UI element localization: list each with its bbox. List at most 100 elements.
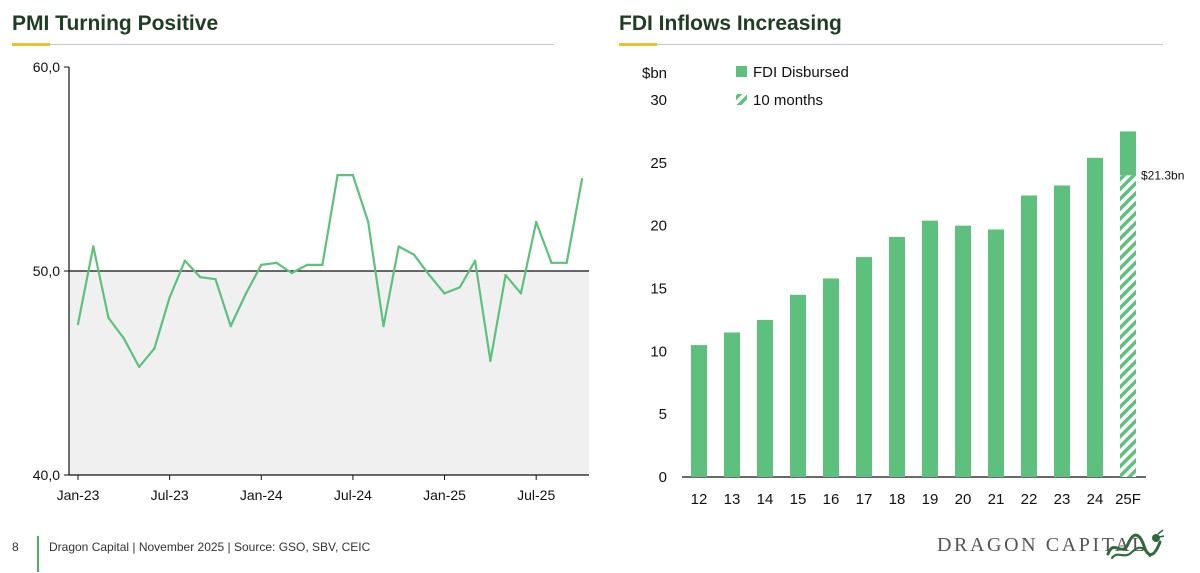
bar-fdi-disbursed (856, 257, 872, 477)
pmi-series-line (76, 174, 584, 368)
pmi-data-point (229, 324, 232, 328)
pmi-data-point (137, 365, 141, 369)
below-50-shading (69, 271, 589, 475)
x-tick-label: Jul-24 (334, 487, 372, 503)
pmi-data-point (351, 173, 355, 177)
fdi-title-rule (619, 44, 1163, 45)
y-axis-unit-label: $bn (642, 65, 667, 82)
bar-fdi-disbursed (1021, 195, 1037, 478)
bar-fdi-disbursed (988, 229, 1004, 477)
footer-source-text: Dragon Capital | November 2025 | Source:… (49, 540, 371, 554)
x-tick-label: 13 (724, 491, 741, 508)
x-tick-label: 16 (823, 491, 840, 508)
pmi-line-chart: 40,0 50,0 60,0 Jan-23 Jul-23 Jan-24 Jul-24 Jan-… (33, 59, 589, 503)
x-tick-label: 23 (1054, 491, 1071, 508)
pmi-data-point (397, 245, 400, 248)
pmi-data-point (473, 259, 477, 262)
pmi-data-point (428, 273, 431, 277)
x-tick-label: 20 (955, 491, 972, 508)
x-tick-label: 14 (757, 491, 774, 508)
pmi-title-rule (12, 44, 554, 45)
y-tick-label: 20 (650, 218, 667, 235)
pmi-data-point (321, 263, 324, 267)
x-tick-label: 19 (922, 491, 939, 508)
pmi-data-point (168, 296, 171, 299)
x-tick-label: 15 (790, 491, 807, 508)
pmi-data-point (290, 271, 294, 275)
x-tick-label: Jan-24 (240, 487, 283, 503)
pmi-data-point (580, 178, 584, 181)
x-tick-label: Jan-23 (57, 487, 100, 503)
bar-fdi-disbursed (1087, 157, 1103, 477)
x-tick-label: 18 (889, 491, 906, 508)
bar-fdi-disbursed (790, 294, 806, 477)
y-tick-label: 30 (650, 92, 667, 109)
y-tick-label: 10 (650, 343, 667, 360)
bar-fdi-disbursed (1054, 185, 1070, 477)
bar-fdi-disbursed (955, 225, 971, 477)
bar-fdi-disbursed (757, 319, 773, 477)
pmi-data-point (565, 261, 568, 265)
x-tick-label: 17 (856, 491, 873, 508)
page-number: 8 (12, 540, 19, 554)
y-tick-label: 0 (659, 469, 667, 486)
x-tick-label: 24 (1087, 491, 1104, 508)
pmi-data-point (336, 173, 339, 177)
legend-label-fdi-disbursed: FDI Disbursed (753, 64, 849, 81)
pmi-data-point (489, 359, 492, 362)
x-tick-label: 25F (1115, 491, 1141, 508)
pmi-chart-title: PMI Turning Positive (12, 12, 219, 35)
pmi-data-point (76, 322, 80, 326)
x-tick-label: 22 (1021, 491, 1038, 508)
y-tick-label: 5 (659, 406, 667, 423)
pmi-data-point (198, 275, 202, 279)
legend-label-10-months: 10 months (753, 92, 823, 109)
pmi-data-point (534, 220, 538, 224)
bar-fdi-disbursed (724, 332, 740, 477)
pmi-data-point (107, 316, 110, 320)
brand-wordmark: DRAGON CAPITAL (937, 534, 1147, 556)
pmi-data-point (550, 261, 553, 265)
legend-swatch-10-months (736, 94, 747, 105)
bar-fdi-disbursed (1120, 131, 1136, 176)
pmi-title-accent (12, 43, 50, 46)
pmi-data-point (183, 259, 187, 262)
pmi-data-point (305, 263, 309, 267)
bar-fdi-disbursed (691, 345, 707, 477)
pmi-data-point (382, 324, 385, 328)
y-tick-label: 60,0 (33, 59, 60, 75)
footer-divider (37, 536, 39, 572)
fdi-bar-chart: $bn 0 5 10 15 20 25 30 12 13 14 15 16 17 18 19 20 21 22 23 2… (642, 64, 1184, 508)
pmi-data-point (443, 292, 446, 295)
bar-10-months (1120, 175, 1136, 477)
y-tick-label: 40,0 (33, 467, 60, 483)
pmi-data-point (366, 220, 370, 224)
legend-swatch-fdi-disbursed (736, 66, 747, 77)
pmi-data-point (244, 292, 248, 295)
fdi-chart-title: FDI Inflows Increasing (619, 12, 842, 35)
pmi-data-point (519, 292, 523, 295)
pmi-data-point (458, 286, 462, 289)
y-tick-label: 25 (650, 155, 667, 172)
pmi-data-point (260, 263, 263, 267)
bar-fdi-disbursed (889, 236, 905, 477)
pmi-data-point (412, 253, 416, 256)
pmi-data-point (92, 245, 95, 248)
y-tick-label: 15 (650, 281, 667, 298)
pmi-data-point (122, 337, 126, 340)
y-tick-label: 50,0 (33, 263, 60, 279)
bar-fdi-disbursed (922, 220, 938, 477)
annotation-label: $21.3bn (1141, 168, 1184, 182)
bar-fdi-disbursed (823, 278, 839, 477)
pmi-data-point (504, 273, 507, 277)
pmi-data-point (214, 277, 217, 281)
x-tick-label: Jul-23 (151, 487, 189, 503)
x-tick-label: 21 (988, 491, 1005, 508)
dragon-logo-icon (1106, 529, 1164, 560)
pmi-data-point (153, 347, 156, 350)
x-tick-label: Jan-25 (423, 487, 466, 503)
x-tick-label: 12 (691, 491, 708, 508)
fdi-title-accent (619, 43, 657, 46)
x-tick-label: Jul-25 (517, 487, 555, 503)
pmi-data-point (275, 261, 278, 265)
